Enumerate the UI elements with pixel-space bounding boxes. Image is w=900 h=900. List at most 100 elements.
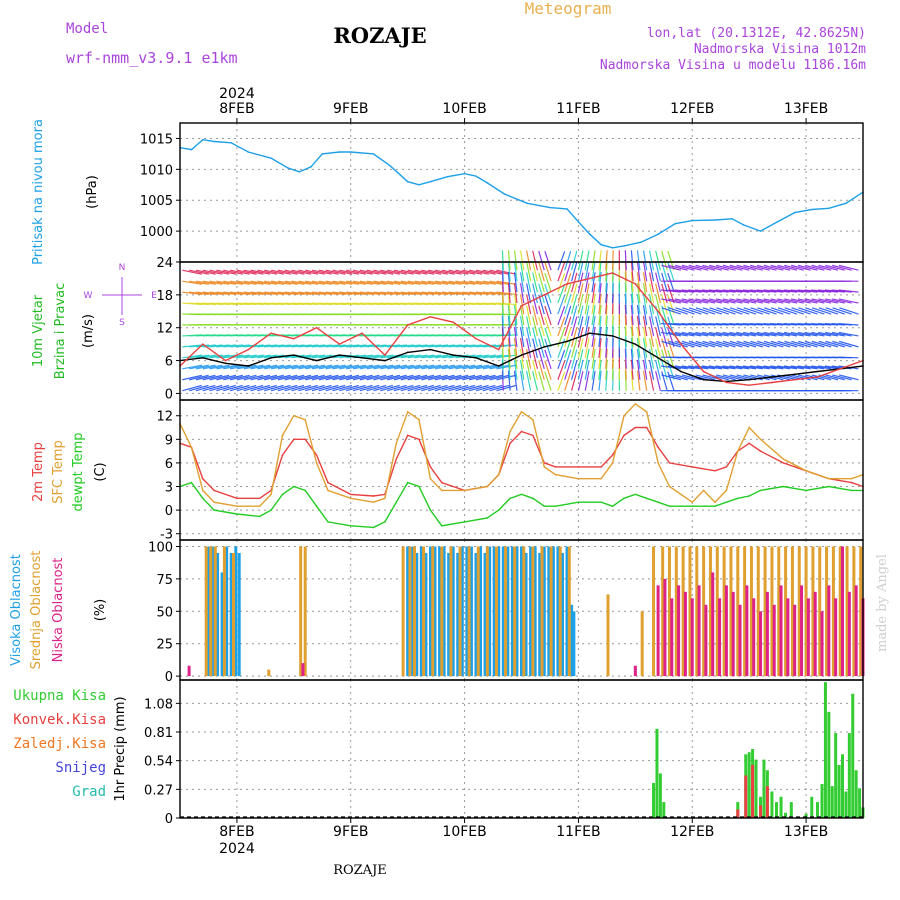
wind-arrow — [702, 264, 722, 271]
data-point — [600, 477, 602, 480]
wind-arrow — [366, 374, 387, 381]
wind-arrow — [352, 280, 373, 285]
data-bar — [504, 546, 508, 677]
wind-arrow — [564, 250, 572, 271]
wind-arrow — [825, 374, 845, 381]
data-bar — [303, 546, 307, 677]
data-bar — [752, 598, 756, 677]
wind-arrow — [366, 291, 387, 296]
wind-arrow — [195, 291, 216, 296]
data-bar — [854, 770, 858, 818]
wind-arrow — [681, 298, 702, 304]
wind-arrow — [642, 370, 648, 391]
data-bar — [772, 604, 776, 677]
wind-arrow — [291, 364, 312, 370]
wind-arrow — [564, 316, 572, 337]
wind-arrow — [636, 370, 641, 391]
wind-arrow — [209, 280, 230, 285]
data-point — [731, 217, 733, 220]
data-point — [566, 283, 568, 285]
data-point — [549, 206, 551, 209]
data-point — [634, 343, 637, 345]
wind-arrow — [332, 344, 353, 348]
wind-arrow — [496, 280, 517, 285]
panel-precip: 0 0.27 0.54 0.81 1.08 — [144, 679, 865, 827]
wind-arrow — [557, 294, 566, 315]
data-point — [230, 141, 233, 144]
wind-arrow — [557, 273, 566, 293]
wind-arrow — [538, 327, 545, 348]
wind-arrow — [400, 364, 421, 370]
wind-arrow — [818, 331, 839, 337]
wind-arrow — [791, 307, 811, 315]
wind-arrow — [708, 365, 729, 370]
data-bar — [838, 546, 842, 677]
wind-arrow — [598, 261, 602, 282]
data-point — [600, 501, 602, 504]
data-point — [714, 469, 716, 472]
wind-arrow — [519, 370, 525, 391]
wind-arrow — [805, 307, 825, 315]
wind-arrow — [236, 280, 257, 285]
wind-arrow — [482, 269, 503, 275]
wind-arrow — [216, 364, 237, 370]
wind-arrow — [513, 283, 518, 304]
data-point — [589, 233, 591, 235]
wind-arrow — [605, 359, 608, 380]
data-point — [782, 462, 785, 464]
wind-arrow — [715, 331, 736, 337]
wind-arrow — [655, 327, 661, 348]
wind-arrow — [630, 348, 634, 369]
wind-arrow — [564, 305, 572, 326]
wind-arrow — [797, 264, 818, 271]
data-bar — [652, 546, 656, 677]
data-point — [327, 489, 329, 492]
wind-arrow — [469, 269, 489, 275]
wind-arrow — [538, 272, 545, 293]
wind-arrow — [407, 384, 428, 392]
data-bar — [793, 604, 797, 677]
elevation-label: Nadmorska Visina 1012m — [694, 42, 866, 57]
wind-arrow — [544, 305, 552, 326]
wind-arrow — [352, 374, 373, 381]
data-bar — [469, 546, 473, 677]
wind-arrow — [591, 337, 596, 358]
model-elevation-label: Nadmorska Visina u modelu 1186.16m — [600, 58, 866, 73]
top-time-label: 11FEB — [556, 101, 600, 117]
panel-ylabel-wind: Brzina i Pravac — [53, 283, 68, 380]
data-bar — [708, 546, 712, 677]
wind-arrow — [598, 294, 602, 315]
data-point — [418, 485, 420, 488]
data-point — [486, 485, 489, 488]
wind-arrow — [284, 354, 305, 359]
y-tick-label: 25 — [156, 638, 173, 653]
data-bar — [736, 546, 740, 677]
data-point — [543, 505, 546, 507]
data-bar — [640, 611, 644, 677]
data-bar — [419, 546, 423, 677]
wind-east-label: E — [151, 291, 157, 301]
data-point — [463, 521, 466, 523]
wind-arrow — [715, 289, 736, 293]
wind-arrow — [298, 269, 319, 275]
wind-arrow — [636, 326, 641, 347]
wind-arrow — [763, 331, 784, 337]
data-point — [463, 172, 466, 175]
wind-arrow — [571, 283, 578, 304]
data-point — [714, 505, 716, 507]
data-point — [748, 426, 750, 429]
wind-arrow — [182, 384, 202, 392]
wind-arrow — [243, 280, 264, 285]
y-tick-label: 0.27 — [144, 783, 173, 798]
y-tick-label: 0 — [165, 504, 173, 519]
wind-arrow — [661, 331, 681, 337]
wind-arrow — [749, 331, 770, 337]
wind-arrow — [630, 359, 634, 380]
wind-arrow — [264, 269, 284, 275]
wind-arrow — [475, 291, 496, 296]
wind-arrow — [311, 280, 332, 285]
data-point — [577, 466, 580, 468]
data-point — [623, 497, 625, 500]
wind-arrow — [598, 359, 602, 380]
wind-arrow — [577, 360, 584, 380]
